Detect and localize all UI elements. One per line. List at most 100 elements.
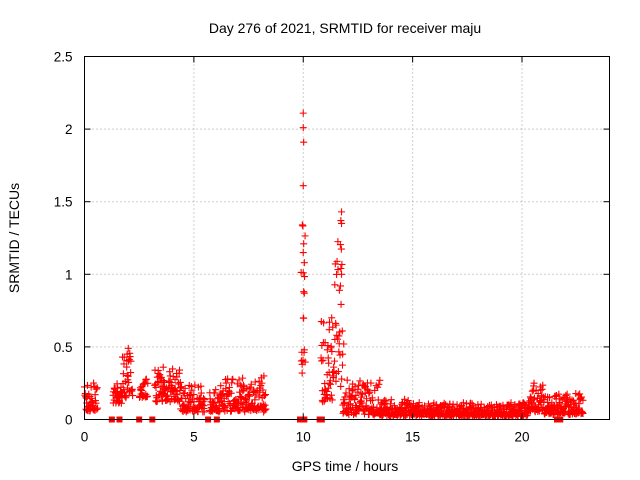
data-point <box>92 399 100 407</box>
data-point <box>301 358 309 366</box>
data-point <box>449 400 457 408</box>
data-point <box>328 396 336 404</box>
data-point <box>387 396 395 404</box>
data-point <box>535 407 543 415</box>
data-point <box>337 300 345 308</box>
data-point <box>188 386 196 394</box>
data-point <box>415 399 423 407</box>
data-point <box>546 394 554 402</box>
data-point <box>328 314 336 322</box>
data-point <box>187 392 195 400</box>
data-point <box>300 259 308 267</box>
data-point <box>233 380 241 388</box>
data-point <box>301 273 309 281</box>
data-point <box>386 400 394 408</box>
data-point <box>538 392 546 400</box>
data-point <box>217 382 225 390</box>
data-point <box>323 346 331 354</box>
data-point <box>242 396 250 404</box>
data-point <box>246 392 254 400</box>
data-point <box>334 335 342 343</box>
data-point <box>120 386 128 394</box>
data-point <box>260 372 268 380</box>
x-tick-label: 10 <box>296 430 311 445</box>
data-point <box>337 217 345 225</box>
data-point <box>212 386 220 394</box>
data-point <box>299 222 307 230</box>
data-point <box>300 289 308 297</box>
data-point <box>366 388 374 396</box>
data-point <box>124 372 132 380</box>
data-point <box>173 373 181 381</box>
data-point <box>177 383 185 391</box>
data-point <box>338 260 346 268</box>
data-point <box>338 327 346 335</box>
data-point <box>327 342 335 350</box>
data-point <box>326 318 333 326</box>
axis-ticks: 0 5 10 15 20 0 0.5 1 1.5 2 2.5 <box>54 50 610 445</box>
data-point <box>238 394 246 402</box>
data-point <box>371 386 379 394</box>
data-point <box>401 395 409 403</box>
data-point <box>370 403 378 411</box>
data-point <box>152 383 160 391</box>
data-point <box>200 408 208 416</box>
data-point <box>333 257 341 265</box>
data-point <box>327 391 335 399</box>
x-tick-label: 5 <box>190 430 198 445</box>
data-point <box>376 376 384 384</box>
data-point <box>338 219 346 227</box>
data-point <box>299 109 307 117</box>
data-point <box>124 344 132 352</box>
data-point <box>251 378 259 386</box>
data-point <box>555 390 563 398</box>
data-point <box>255 393 263 401</box>
data-point <box>328 348 336 356</box>
data-point <box>114 384 122 392</box>
data-point <box>398 406 406 414</box>
data-point <box>357 397 365 405</box>
data-point <box>299 124 307 132</box>
data-point <box>539 381 547 389</box>
data-point <box>528 387 536 395</box>
data-point <box>125 356 133 364</box>
data-point <box>236 388 244 396</box>
data-point <box>91 391 99 399</box>
data-point <box>262 391 270 399</box>
data-point <box>210 398 218 406</box>
data-point <box>125 378 133 386</box>
data-point <box>251 396 259 404</box>
data-point <box>201 396 209 404</box>
data-point <box>123 350 131 358</box>
data-point <box>247 380 255 388</box>
y-tick-label: 1.5 <box>54 195 73 210</box>
data-point <box>526 393 534 401</box>
data-point <box>300 346 308 354</box>
data-point <box>142 375 150 383</box>
data-point <box>129 392 137 400</box>
data-point <box>321 339 329 347</box>
data-point <box>334 368 342 376</box>
data-point <box>337 382 345 390</box>
data-point <box>337 264 345 272</box>
data-point <box>338 375 346 383</box>
data-point <box>144 379 152 387</box>
y-tick-label: 0.5 <box>54 340 73 355</box>
data-point <box>197 389 205 397</box>
y-tick-label: 2.5 <box>54 50 73 65</box>
data-point <box>342 389 350 397</box>
data-point <box>341 393 349 401</box>
data-point <box>334 266 342 274</box>
data-point <box>323 387 331 395</box>
y-tick-label: 0 <box>65 413 73 428</box>
data-point <box>92 385 100 393</box>
data-point <box>530 379 538 387</box>
data-point <box>243 397 251 405</box>
data-point <box>299 249 307 257</box>
data-point <box>93 384 101 392</box>
chart-title: Day 276 of 2021, SRMTID for receiver maj… <box>209 20 481 36</box>
data-point <box>181 384 189 392</box>
data-point <box>119 370 127 378</box>
x-axis-label: GPS time / hours <box>292 458 399 474</box>
